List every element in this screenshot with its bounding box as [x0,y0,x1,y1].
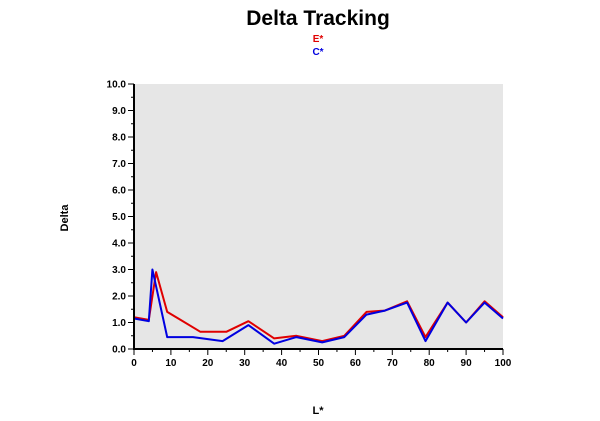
x-tick-label: 30 [239,358,251,369]
x-tick-label: 60 [350,358,362,369]
legend-entry: C* [312,47,323,58]
x-tick-label: 100 [495,358,512,369]
y-tick-label: 5.0 [112,212,126,223]
x-tick-label: 80 [424,358,436,369]
y-tick-label: 8.0 [112,133,126,144]
series-line-c [133,268,504,345]
x-tick-label: 10 [165,358,177,369]
x-tick-label: 70 [387,358,399,369]
plot-area [134,84,503,349]
chart-legend: E* C* [312,34,323,58]
legend-entry: E* [313,34,324,45]
y-tick-label: 0.0 [112,345,126,356]
y-tick-label: 3.0 [112,265,126,276]
y-tick-label: 1.0 [112,318,126,329]
chart-title: Delta Tracking [246,7,390,30]
y-tick-label: 6.0 [112,186,126,197]
x-axis-label: L* [313,405,325,417]
y-tick-label: 9.0 [112,106,126,117]
y-tick-label: 10.0 [107,80,127,91]
x-tick-label: 90 [461,358,473,369]
y-axis-label: Delta [59,204,71,232]
series-lines [133,268,504,345]
x-tick-label: 20 [202,358,214,369]
y-axis-ticks: 0.0 1.0 2.0 3.0 4.0 5.0 6.0 7.0 8.0 9.0 10.0 [107,80,134,356]
x-tick-label: 50 [313,358,325,369]
y-tick-label: 4.0 [112,239,126,250]
y-tick-label: 7.0 [112,159,126,170]
x-tick-label: 0 [131,358,137,369]
y-tick-label: 2.0 [112,292,126,303]
x-tick-label: 40 [276,358,288,369]
x-axis-ticks: 0 10 20 30 40 50 60 70 80 90 100 [131,349,512,369]
